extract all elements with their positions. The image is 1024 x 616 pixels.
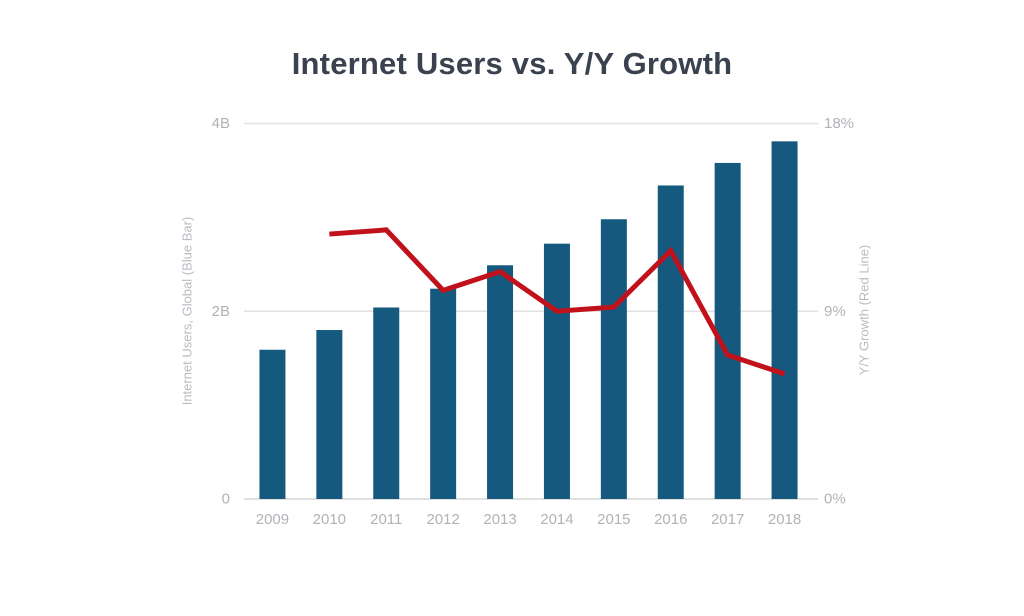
bar-2014 bbox=[543, 243, 570, 499]
right-tick-label: 18% bbox=[824, 115, 854, 132]
left-tick-label: 2B bbox=[212, 303, 230, 320]
x-tick-label: 2014 bbox=[540, 511, 573, 528]
x-tick-label: 2012 bbox=[426, 511, 459, 528]
bar-2015 bbox=[600, 219, 627, 499]
bar-2010 bbox=[316, 330, 343, 499]
x-tick-label: 2018 bbox=[768, 511, 801, 528]
x-tick-label: 2016 bbox=[654, 511, 687, 528]
x-tick-label: 2017 bbox=[711, 511, 744, 528]
x-tick-label: 2013 bbox=[483, 511, 516, 528]
left-tick-label: 4B bbox=[212, 115, 230, 132]
x-tick-label: 2010 bbox=[313, 511, 346, 528]
x-tick-label: 2011 bbox=[370, 511, 402, 528]
right-tick-label: 0% bbox=[824, 491, 846, 508]
bar-2012 bbox=[430, 288, 457, 499]
x-tick-label: 2015 bbox=[597, 511, 630, 528]
right-tick-label: 9% bbox=[824, 303, 846, 320]
left-tick-label: 0 bbox=[222, 491, 230, 508]
chart-title: Internet Users vs. Y/Y Growth bbox=[291, 46, 733, 81]
bar-2018 bbox=[771, 141, 798, 499]
left-axis-title: Internet Users, Global (Blue Bar) bbox=[179, 216, 195, 406]
growth-line bbox=[329, 227, 786, 377]
bar-2017 bbox=[714, 162, 741, 500]
x-tick-label: 2009 bbox=[256, 511, 289, 528]
bar-2011 bbox=[373, 307, 400, 499]
bar-2009 bbox=[259, 349, 286, 499]
bar-2016 bbox=[657, 185, 684, 499]
bar-2013 bbox=[487, 265, 514, 499]
right-axis-title: Y/Y Growth (Red Line) bbox=[856, 244, 872, 376]
